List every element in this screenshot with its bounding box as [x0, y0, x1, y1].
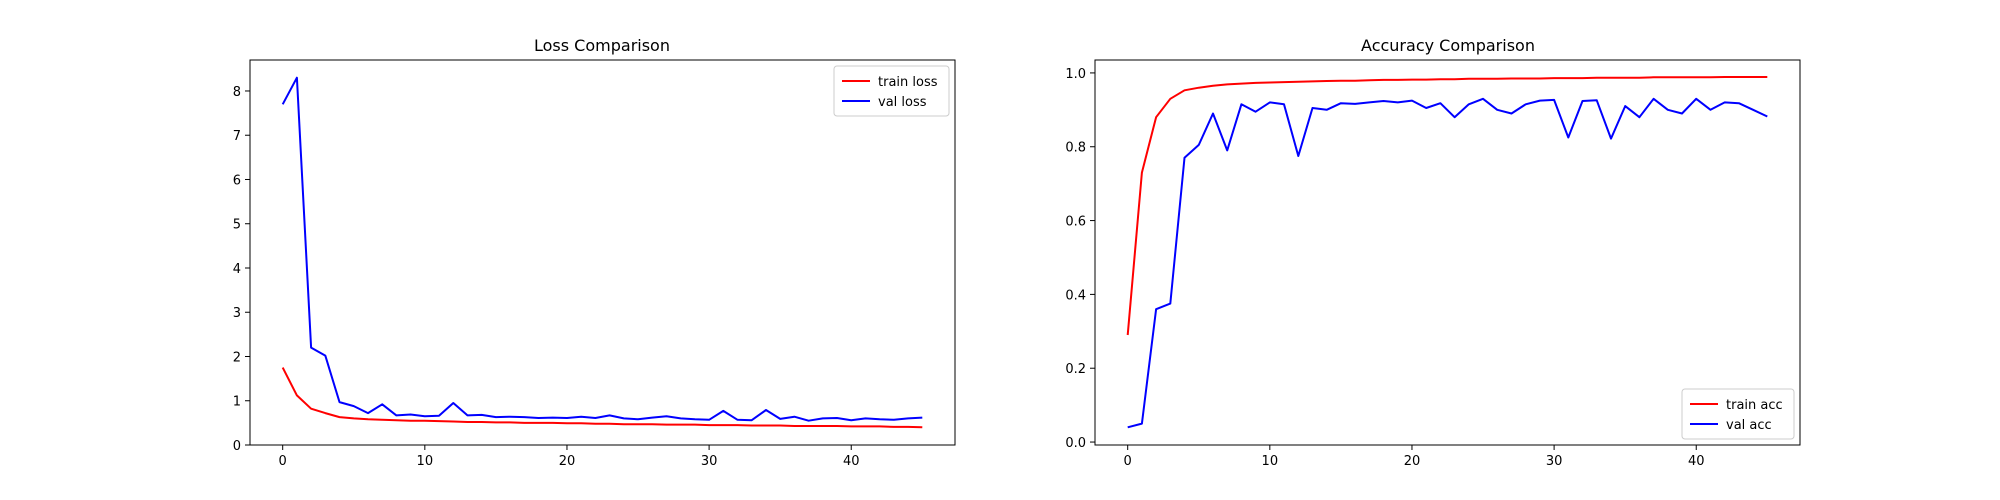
loss-chart-x-tick-label: 40 — [843, 454, 860, 469]
loss-chart-y-tick-label: 0 — [233, 439, 241, 454]
loss-chart-train-loss-line — [281, 367, 923, 429]
loss-chart-legend-box — [833, 65, 950, 117]
loss-chart-val-loss-line — [281, 76, 923, 422]
accuracy-chart-plot — [1126, 76, 1768, 429]
loss-chart-y-tick-label: 2 — [233, 350, 241, 365]
loss-chart-y-tick-label: 1 — [233, 395, 241, 410]
accuracy-chart: Accuracy Comparison 0 10 20 30 40 0.00.20.40… — [1065, 36, 1801, 469]
loss-chart-legend-label-val-loss: val loss — [878, 95, 927, 110]
accuracy-chart-y-ticks: 0.0 0.2 0.4 0.6 0.8 1.0 — [1065, 67, 1095, 451]
accuracy-chart-train-acc-line — [1126, 76, 1768, 336]
loss-chart-title: Loss Comparison — [534, 36, 670, 55]
accuracy-chart-legend: train acc val acc — [1681, 388, 1795, 440]
accuracy-chart-x-tick-label: 10 — [1262, 454, 1279, 469]
accuracy-chart-legend-label-val-acc: val acc — [1726, 418, 1772, 433]
accuracy-chart-legend-label-train-acc: train acc — [1726, 398, 1783, 413]
accuracy-chart-title: Accuracy Comparison — [1361, 36, 1535, 55]
loss-chart-x-tick-label: 10 — [417, 454, 434, 469]
accuracy-chart-frame — [1094, 59, 1801, 446]
accuracy-chart-y-tick-label: 0.2 — [1065, 362, 1086, 377]
accuracy-chart-x-tick-label: 20 — [1404, 454, 1421, 469]
accuracy-chart-y-tick-label: 0.4 — [1065, 288, 1086, 303]
loss-chart-plot — [281, 76, 923, 429]
loss-chart-legend-label-train-loss: train loss — [878, 75, 938, 90]
loss-chart-frame — [249, 59, 956, 446]
loss-chart-y-tick-label: 5 — [233, 218, 241, 233]
loss-chart-y-ticks: 0 1 2 3 4 5 6 7 8 — [233, 85, 250, 454]
loss-chart-y-tick-label: 3 — [233, 306, 241, 321]
accuracy-chart-legend-box — [1681, 388, 1795, 440]
accuracy-chart-y-tick-label: 0.8 — [1065, 141, 1086, 156]
loss-chart: Loss Comparison 0 10 20 30 40 0 1 2 3 4 5 6 7 8 trai… — [233, 36, 956, 469]
loss-chart-y-tick-label: 7 — [233, 129, 241, 144]
accuracy-chart-x-ticks: 0 10 20 30 40 — [1124, 445, 1705, 469]
accuracy-chart-x-tick-label: 0 — [1124, 454, 1132, 469]
accuracy-chart-y-tick-label: 1.0 — [1065, 67, 1086, 82]
loss-chart-y-tick-label: 4 — [233, 262, 241, 277]
accuracy-chart-y-tick-label: 0.6 — [1065, 215, 1086, 230]
accuracy-chart-x-tick-label: 30 — [1546, 454, 1563, 469]
loss-chart-y-tick-label: 8 — [233, 85, 241, 100]
accuracy-chart-x-tick-label: 40 — [1688, 454, 1705, 469]
loss-chart-x-tick-label: 0 — [279, 454, 287, 469]
loss-chart-x-tick-label: 30 — [701, 454, 718, 469]
accuracy-chart-val-acc-line — [1127, 97, 1768, 429]
accuracy-chart-y-tick-label: 0.0 — [1065, 436, 1086, 451]
loss-chart-y-tick-label: 6 — [233, 173, 241, 188]
loss-chart-x-tick-label: 20 — [559, 454, 576, 469]
loss-chart-legend: train loss val loss — [833, 65, 950, 117]
loss-chart-x-ticks: 0 10 20 30 40 — [279, 445, 860, 469]
